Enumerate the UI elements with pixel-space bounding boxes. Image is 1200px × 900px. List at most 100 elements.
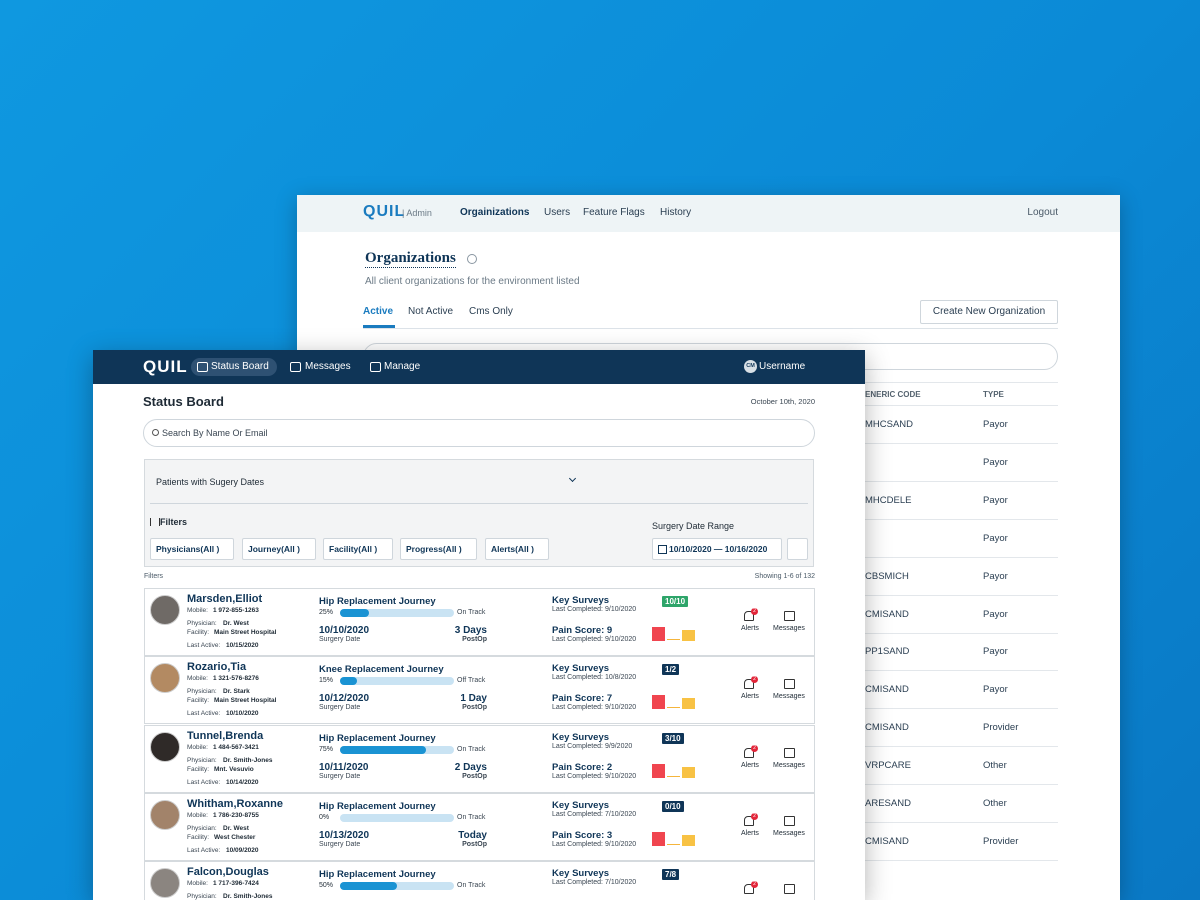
org-code: MHCSAND — [865, 419, 914, 430]
create-button[interactable]: Create New Organization — [920, 300, 1058, 324]
pain-completed: 9/10/2020 — [605, 772, 637, 780]
field-value: 1 972-855-1263 — [213, 607, 259, 614]
postop-label: PostOp — [462, 772, 487, 780]
pain-red — [652, 695, 665, 710]
surgery-date: 10/10/2020 — [319, 625, 370, 636]
progress-label: 15% — [319, 677, 334, 685]
surgery-date: 10/12/2020 — [319, 693, 370, 705]
nav-link[interactable]: Messages — [305, 361, 351, 372]
pain-completed: 9/10/2020 — [605, 636, 637, 643]
field-value: Main Street Hospital — [214, 629, 277, 636]
alert-icon — [744, 679, 754, 690]
patient-card[interactable] — [144, 724, 815, 793]
field-value: 1 484-567-3421 — [213, 743, 259, 751]
last-completed-label: Last Completed: — [552, 772, 603, 780]
last-completed-label: Last Completed: — [552, 636, 603, 643]
field-label: Mobile: — [187, 811, 208, 819]
date-range-box[interactable] — [652, 538, 782, 560]
patient-name: Whitham,Roxanne — [187, 797, 283, 810]
progress-status: On Track — [457, 609, 486, 616]
field-label: Last Active: — [187, 846, 221, 854]
patient-card[interactable] — [144, 792, 815, 861]
progress-label: 25% — [319, 609, 334, 616]
field-label: Mobile: — [187, 743, 208, 751]
org-code: ARESAND — [865, 798, 911, 809]
field-value: Dr. Smith-Jones — [223, 756, 273, 764]
tab[interactable]: Not Active — [408, 306, 454, 317]
nav-link[interactable]: Users — [544, 207, 571, 218]
nav-link[interactable]: Orgainizations — [460, 207, 530, 218]
patient-card[interactable] — [144, 656, 815, 725]
postop-label: PostOp — [462, 840, 487, 848]
alert-icon — [744, 611, 754, 621]
alert-count: 2 — [751, 744, 758, 752]
progress-track — [340, 677, 454, 686]
field-label: Mobile: — [187, 675, 208, 683]
nav-link[interactable]: Manage — [384, 361, 421, 372]
view-select[interactable]: Patients with Sugery Dates — [156, 477, 265, 487]
pain-mid — [667, 835, 680, 845]
pain-yellow — [682, 698, 695, 710]
nav-link[interactable]: Feature Flags — [583, 207, 645, 218]
field-value: 10/15/2020 — [226, 642, 259, 649]
calendar-icon — [658, 545, 667, 554]
field-value: Mnt. Vesuvio — [214, 765, 254, 773]
filter-dropdown[interactable] — [485, 538, 549, 560]
progress-bar — [340, 609, 369, 617]
filter-dropdown[interactable] — [323, 538, 393, 560]
days: 2 Days — [454, 761, 487, 773]
field-value: 10/14/2020 — [226, 778, 259, 786]
field-label: Facility: — [187, 629, 210, 636]
patient-card[interactable] — [144, 588, 815, 656]
filter-dropdown[interactable] — [150, 538, 234, 560]
progress-status: On Track — [457, 813, 486, 821]
journey: Hip Replacement Journey — [319, 732, 436, 744]
field-value: 1 321-576-8276 — [213, 675, 259, 683]
surgery-date-label: Surgery Date — [319, 704, 361, 712]
search-box[interactable] — [143, 419, 815, 447]
username[interactable]: Username — [759, 361, 806, 372]
filter-label: Facility(All ) — [329, 544, 378, 554]
field-value: Dr. West — [223, 824, 249, 832]
surveys-completed: 7/10/2020 — [605, 879, 637, 887]
field-value: Dr. Stark — [223, 688, 250, 696]
pain-yellow — [682, 766, 695, 778]
nav-active-pill — [191, 358, 277, 376]
org-type: Payor — [983, 456, 1008, 468]
field-value: 10/09/2020 — [226, 846, 259, 854]
pain-score: Pain Score: 7 — [552, 693, 613, 705]
info-icon — [467, 254, 477, 264]
nav-icon — [370, 362, 381, 372]
nav-link[interactable]: History — [660, 207, 692, 218]
logout[interactable]: Logout — [1027, 207, 1058, 218]
org-type: Payor — [983, 684, 1008, 696]
org-type: Payor — [983, 532, 1008, 544]
tab[interactable]: Active — [363, 306, 394, 317]
filters-small: Filters — [144, 573, 164, 580]
filter-dropdown[interactable] — [400, 538, 477, 560]
patient-card[interactable] — [144, 861, 815, 900]
pain-mid — [667, 767, 680, 777]
field-value: 1 786-230-8755 — [213, 811, 259, 819]
logo: QUIL — [143, 357, 188, 376]
days: 1 Day — [460, 693, 487, 705]
progress-status: On Track — [457, 882, 486, 890]
key-surveys: Key Surveys — [552, 868, 610, 880]
avatar — [150, 868, 180, 899]
progress-label: 75% — [319, 745, 334, 753]
sort-button[interactable] — [787, 538, 808, 560]
nav-icon — [197, 362, 208, 372]
org-code: CMISAND — [865, 835, 909, 847]
nav-link[interactable]: Status Board — [211, 361, 269, 372]
alert-icon — [744, 884, 754, 895]
pain-yellow — [682, 630, 695, 641]
message-icon — [784, 747, 795, 758]
pain-score: Pain Score: 3 — [552, 829, 613, 841]
pain-red — [652, 627, 665, 641]
field-label: Last Active: — [187, 778, 221, 786]
progress-bar — [340, 882, 397, 891]
surgery-date-label: Surgery Date — [319, 636, 361, 643]
tab[interactable]: Cms Only — [469, 306, 513, 317]
filter-dropdown[interactable] — [242, 538, 316, 560]
